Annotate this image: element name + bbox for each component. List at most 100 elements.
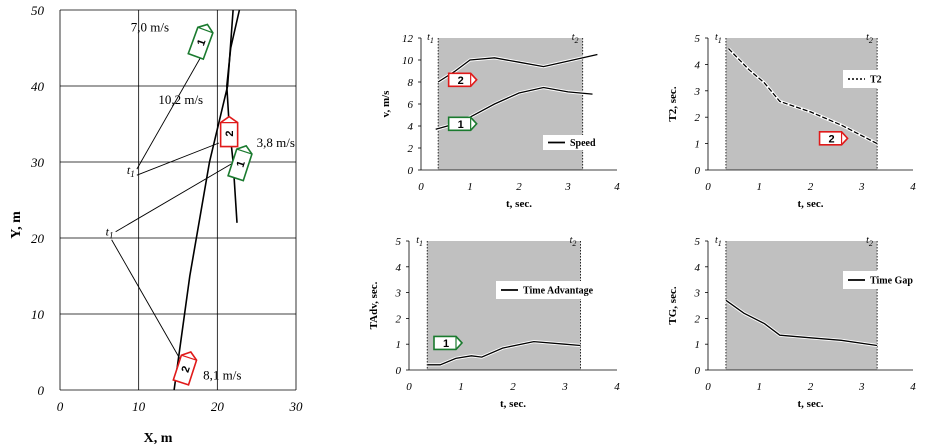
tadv-car-1-marker-body (433, 335, 464, 351)
speed-xlabel: t, sec. (506, 198, 532, 210)
leader-line (111, 239, 181, 360)
speed-annotation: 10,2 m/s (158, 92, 203, 107)
speed-car-1-marker-body (447, 116, 478, 132)
timegap-ytick-label: 2 (695, 313, 701, 325)
tadv-xtick-label: 4 (614, 381, 620, 393)
speed-xtick-label: 0 (418, 181, 424, 193)
leader-line (136, 55, 202, 170)
speed-xtick-label: 4 (614, 181, 620, 193)
t2-t1-label: t1 (715, 32, 722, 45)
speed-annotation: 3,8 m/s (257, 135, 295, 150)
trajectory-car-1-marker: 1 (227, 144, 253, 182)
t2-car-2-marker: 2 (818, 131, 849, 146)
tadv-car-1-marker-label: 1 (443, 338, 449, 350)
timegap-ytick-label: 3 (694, 288, 701, 300)
timegap-legend-label: Time Gap (870, 276, 913, 287)
trajectory-car-2-marker-label: 2 (224, 131, 236, 137)
trajectory-car-1-marker-body (227, 144, 253, 182)
speed-xtick-label: 3 (564, 181, 571, 193)
tadv-t2-label: t2 (570, 235, 577, 248)
speed-t2-label: t2 (572, 32, 579, 45)
speed-ytick-label: 10 (402, 55, 414, 67)
t2-xlabel: t, sec. (798, 198, 824, 210)
trajectory-chart: 0 10 20 30 0 10 20 30 40 50 X, m Y, m 1 2 1 2 7,0 m/s 10,… (9, 3, 303, 446)
speed-car-1-marker: 1 (447, 116, 478, 132)
timegap-ytick-label: 0 (695, 365, 701, 377)
speed-car-2-marker-body (447, 72, 478, 88)
trajectory-ylabel: Y, m (9, 211, 24, 239)
speed-ytick-label: 0 (408, 165, 414, 177)
speed-legend-box (543, 135, 616, 150)
speed-ytick-label: 2 (408, 143, 414, 155)
t2-car-2-marker-body (818, 131, 849, 146)
speed-car-1-marker-label: 1 (458, 119, 464, 131)
tadv-ytick-label: 5 (396, 236, 402, 248)
timegap-t2-label: t2 (866, 235, 873, 248)
trajectory-car-2-marker-body (172, 351, 198, 386)
trajectory-ytick-label: 20 (31, 231, 45, 246)
timegap-xtick-label: 0 (705, 381, 711, 393)
tadv-ytick-label: 4 (396, 262, 402, 274)
trajectory-path-1 (173, 9, 234, 391)
trajectory-car-2-marker: 2 (172, 351, 198, 386)
tadv-xtick-label: 2 (510, 381, 516, 393)
trajectory-xlabel: X, m (144, 431, 173, 446)
t2-legend-box (843, 70, 909, 88)
timegap-xtick-label: 2 (808, 381, 814, 393)
t2-ytick-label: 4 (695, 59, 701, 71)
timegap-series-line (725, 299, 878, 347)
tadv-legend-label: Time Advantage (523, 286, 594, 297)
speed-series-line (437, 53, 598, 83)
timegap-legend-box (843, 271, 909, 289)
t2-t2-label: t2 (866, 32, 873, 45)
timegap-xtick-label: 3 (858, 381, 865, 393)
timegap-ytick-label: 1 (695, 339, 701, 351)
trajectory-car-1-marker-front (197, 26, 214, 34)
t2-shaded-region (725, 38, 878, 170)
tadv-ytick-label: 1 (396, 339, 402, 351)
trajectory-car-2-marker: 2 (219, 115, 239, 148)
tadv-chart: 0 1 2 3 4 5 0 1 2 3 4 t, sec. TAdv, sec. t1 t2 Time Adv… (368, 235, 620, 410)
tadv-xtick-label: 3 (561, 381, 568, 393)
tadv-t1-label: t1 (416, 235, 423, 248)
leader-line (136, 142, 220, 176)
timegap-ytick-label: 5 (695, 236, 701, 248)
t2-xtick-label: 0 (705, 181, 711, 193)
trajectory-car-1-marker-body (187, 23, 214, 61)
trajectory-xtick-label: 10 (132, 399, 146, 414)
tadv-series-line (427, 340, 581, 366)
trajectory-car-1-marker-front (236, 148, 253, 155)
trajectory-ytick-label: 40 (31, 79, 45, 94)
t2-xtick-label: 2 (808, 181, 814, 193)
speed-ytick-label: 8 (408, 77, 414, 89)
timegap-chart: 0 1 2 3 4 5 0 1 2 3 4 t, sec. TG, sec. t1 t2 Time Gap (667, 235, 916, 410)
t1-label: t1 (127, 163, 135, 179)
t2-chart: 0 1 2 3 4 5 0 1 2 3 4 t, sec. T2, sec. t1 t2 T2 2 (667, 32, 916, 210)
trajectory-car-2-marker-label: 2 (180, 365, 193, 375)
speed-ytick-label: 4 (408, 121, 414, 133)
timegap-xlabel: t, sec. (798, 398, 824, 410)
speed-annotation: 7,0 m/s (131, 19, 169, 34)
t2-ytick-label: 5 (695, 33, 701, 45)
speed-shaded-region (438, 38, 583, 170)
timegap-xtick-label: 1 (757, 381, 763, 393)
tadv-xlabel: t, sec. (500, 398, 526, 410)
speed-ytick-label: 6 (408, 99, 414, 111)
timegap-ylabel: TG, sec. (667, 286, 679, 324)
timegap-shaded-region (725, 241, 878, 370)
trajectory-car-1-marker-label: 1 (235, 159, 248, 169)
tadv-ytick-label: 3 (395, 288, 402, 300)
timegap-xtick-label: 4 (910, 381, 916, 393)
trajectory-xtick-label: 20 (211, 399, 225, 414)
trajectory-xtick-label: 0 (57, 399, 64, 414)
trajectory-ytick-label: 50 (31, 3, 45, 18)
t2-ylabel: T2, sec. (667, 86, 679, 121)
leader-line (115, 161, 235, 233)
speed-ytick-label: 12 (402, 33, 414, 45)
t2-xtick-label: 4 (910, 181, 916, 193)
speed-xtick-label: 2 (516, 181, 522, 193)
t2-legend-label: T2 (870, 75, 882, 86)
speed-car-2-marker: 2 (447, 72, 478, 88)
trajectory-ytick-label: 10 (31, 307, 45, 322)
